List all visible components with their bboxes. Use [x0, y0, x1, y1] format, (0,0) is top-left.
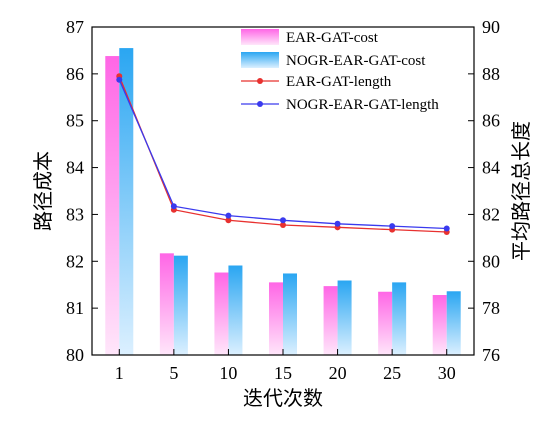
legend-label-ear-gat-cost: EAR-GAT-cost [286, 30, 379, 46]
y-right-tick-label-88: 88 [482, 64, 500, 84]
bar-ear-gat-cost-20 [323, 286, 338, 355]
y-right-tick-label-86: 86 [482, 111, 500, 131]
x-tick-label-20: 20 [329, 363, 347, 383]
bar-ear-gat-cost-30 [432, 295, 447, 355]
x-tick-label-1: 1 [115, 363, 124, 383]
bar-nogr-ear-gat-cost-1 [119, 48, 134, 355]
y-right-tick-label-90: 90 [482, 17, 500, 37]
x-tick-label-30: 30 [438, 363, 456, 383]
y-right-tick-label-80: 80 [482, 251, 500, 271]
point-nogr-ear-gat-length-5 [170, 203, 177, 210]
bar-ear-gat-cost-1 [105, 56, 120, 356]
x-tick-label-15: 15 [274, 363, 292, 383]
legend-marker-nogr-ear-gat-length [257, 101, 263, 107]
bar-ear-gat-cost-10 [214, 272, 229, 355]
x-tick-label-10: 10 [219, 363, 237, 383]
legend-label-nogr-ear-gat-length: NOGR-EAR-GAT-length [286, 97, 439, 113]
y-right-tick-label-84: 84 [482, 158, 500, 178]
point-nogr-ear-gat-length-25 [389, 223, 396, 230]
legend-marker-ear-gat-length [257, 78, 263, 84]
x-tick-label-25: 25 [383, 363, 401, 383]
legend-label-nogr-ear-gat-cost: NOGR-EAR-GAT-cost [286, 53, 426, 69]
y-axis-title-left: 路径成本 [31, 151, 55, 231]
bar-nogr-ear-gat-cost-25 [392, 282, 407, 355]
y-left-tick-label-87: 87 [66, 17, 84, 37]
point-nogr-ear-gat-length-30 [443, 225, 450, 232]
y-left-tick-label-83: 83 [66, 204, 84, 224]
y-left-tick-label-82: 82 [66, 251, 84, 271]
point-nogr-ear-gat-length-20 [334, 220, 341, 227]
x-tick-label-5: 5 [169, 363, 178, 383]
legend-label-ear-gat-length: EAR-GAT-length [286, 74, 392, 90]
y-right-tick-label-78: 78 [482, 298, 500, 318]
point-ear-gat-length-15 [280, 221, 286, 228]
x-axis-title: 迭代次数 [243, 386, 323, 410]
legend: EAR-GAT-cost NOGR-EAR-GAT-cost EAR-GAT-l… [241, 29, 439, 113]
bar-nogr-ear-gat-cost-10 [228, 265, 243, 355]
y-right-tick-label-82: 82 [482, 204, 500, 224]
lines-layer [116, 73, 450, 235]
legend-swatch-nogr-ear-gat-cost [241, 52, 279, 68]
bar-nogr-ear-gat-cost-5 [173, 255, 188, 355]
bar-nogr-ear-gat-cost-15 [283, 273, 297, 355]
point-ear-gat-length-10 [225, 217, 232, 224]
y-axis-title-right: 平均路径总长度 [509, 121, 533, 261]
y-left-tick-label-85: 85 [66, 111, 84, 131]
bar-ear-gat-cost-15 [269, 282, 283, 355]
bars-layer [105, 48, 461, 356]
y-left-tick-label-86: 86 [66, 64, 84, 84]
y-left-tick-label-81: 81 [66, 298, 84, 318]
point-nogr-ear-gat-length-1 [116, 76, 123, 83]
legend-swatch-ear-gat-cost [241, 29, 279, 45]
y-right-tick-label-76: 76 [482, 345, 500, 365]
bar-nogr-ear-gat-cost-20 [337, 280, 352, 355]
y-left-tick-label-80: 80 [66, 345, 84, 365]
y-left-tick-label-84: 84 [66, 158, 84, 178]
point-nogr-ear-gat-length-15 [280, 217, 286, 224]
point-nogr-ear-gat-length-10 [225, 212, 232, 219]
bar-nogr-ear-gat-cost-30 [446, 291, 461, 355]
bar-ear-gat-cost-25 [378, 291, 393, 355]
bar-ear-gat-cost-5 [159, 253, 174, 355]
